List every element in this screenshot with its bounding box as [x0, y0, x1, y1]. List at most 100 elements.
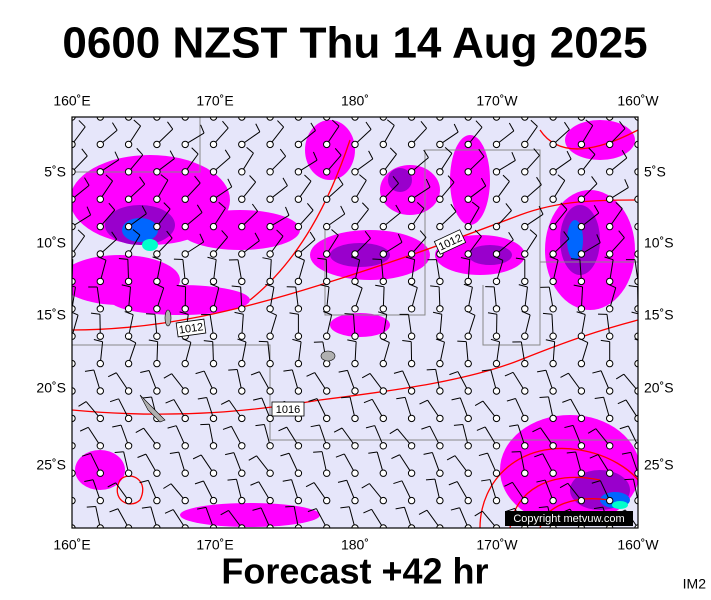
wind-barb-flag — [368, 451, 378, 454]
wind-barb-flag — [566, 451, 576, 454]
wind-station — [124, 332, 133, 340]
wind-station — [238, 387, 246, 395]
wind-barb-flag — [449, 371, 459, 376]
wind-barb-flag — [137, 453, 147, 458]
islands — [139, 309, 336, 423]
wind-barb-flag — [86, 206, 92, 216]
wind-station — [238, 469, 246, 477]
wind-barb-flag — [563, 231, 570, 240]
wind-barb-flag — [540, 97, 544, 105]
wind-barb-flag — [282, 177, 288, 186]
wind-barb-flag — [463, 283, 473, 288]
wind-station — [521, 168, 529, 176]
wind-barb-flag — [562, 94, 568, 101]
wind-station — [294, 140, 303, 149]
wind-station — [153, 496, 161, 505]
wind-barb-flag — [296, 256, 305, 261]
wind-barb-flag — [595, 96, 599, 104]
wind-station — [606, 332, 614, 340]
wind-barb-flag — [615, 202, 623, 209]
wind-barb-flag — [72, 285, 76, 288]
isobar-label: 1016 — [276, 404, 300, 416]
wind-barb-flag — [538, 506, 548, 509]
wind-barb-flag — [502, 174, 510, 182]
wind-barb-flag — [391, 454, 400, 459]
wind-station — [492, 250, 501, 258]
wind-barb-flag — [364, 230, 371, 239]
wind-station — [238, 359, 246, 368]
wind-station — [379, 195, 387, 203]
wind-station — [606, 250, 614, 258]
wind-barb-flag — [274, 92, 281, 98]
wind-barb-flag — [365, 425, 375, 429]
wind-barbs — [52, 92, 657, 528]
wind-barb-flag — [52, 482, 60, 486]
wind-barb-flag — [337, 176, 344, 185]
wind-station — [492, 195, 501, 203]
wind-barb-flag — [306, 203, 314, 211]
wind-station — [379, 414, 387, 423]
wind-barb-flag — [549, 256, 559, 261]
wind-station — [549, 195, 557, 203]
wind-station — [549, 332, 557, 340]
wind-barb-flag — [653, 124, 657, 132]
latitude-label: 25˚S — [644, 457, 674, 473]
wind-station — [436, 469, 444, 477]
wind-barb-flag — [279, 148, 287, 157]
wind-station — [124, 414, 133, 423]
wind-barb-flag — [418, 509, 428, 515]
wind-barb-flag — [359, 174, 367, 181]
wind-barb-flag — [107, 372, 117, 378]
wind-station — [238, 305, 246, 313]
wind-station — [577, 442, 586, 450]
wind-station — [577, 387, 586, 395]
wind-barb-flag — [361, 202, 369, 210]
wind-barb-flag — [221, 230, 229, 238]
wind-station — [266, 305, 274, 313]
wind-station — [606, 442, 614, 450]
wind-station — [577, 359, 586, 368]
wind-barb-flag — [192, 454, 202, 460]
wind-barb-flag — [323, 311, 332, 316]
wind-barb-staff — [100, 117, 101, 118]
wind-barb-flag — [141, 205, 147, 214]
wind-barb-flag — [487, 312, 497, 315]
wind-station — [407, 442, 416, 450]
wind-station — [521, 277, 529, 286]
latitude-label: 15˚S — [36, 307, 66, 323]
wind-barb-flag — [621, 149, 628, 159]
wind-barb-flag — [140, 369, 150, 373]
wind-station — [436, 387, 444, 395]
wind-station — [266, 359, 274, 368]
wind-barb-flag — [72, 311, 79, 316]
wind-barb-staff — [524, 117, 526, 118]
wind-barb-flag — [504, 481, 513, 487]
latitude-label: 15˚S — [644, 307, 674, 323]
wind-barb-flag — [276, 229, 284, 237]
wind-station — [323, 168, 331, 176]
wind-barb-flag — [333, 427, 343, 433]
wind-station — [209, 305, 218, 313]
wind-station — [181, 140, 189, 149]
wind-barb-flag — [107, 482, 116, 488]
wind-barb-flag — [176, 284, 186, 288]
wind-barb-flag — [649, 204, 654, 211]
wind-station — [436, 359, 444, 368]
wind-station — [351, 414, 359, 423]
copyright: Copyright metvuw.com — [513, 513, 624, 525]
wind-barb-staff — [581, 117, 583, 118]
wind-barb-staff — [411, 117, 413, 118]
wind-station — [549, 442, 557, 450]
wind-barb-flag — [579, 338, 589, 344]
isobar-label: 1012 — [178, 321, 204, 336]
wind-barb-flag — [196, 204, 203, 213]
wind-barb-flag — [393, 370, 403, 374]
wind-station — [436, 168, 444, 176]
wind-station — [323, 222, 331, 231]
wind-station — [294, 305, 303, 313]
wind-station — [96, 222, 105, 231]
wind-station — [436, 277, 444, 286]
wind-station — [209, 469, 218, 477]
wind-station — [492, 277, 501, 286]
wind-station — [209, 277, 218, 286]
